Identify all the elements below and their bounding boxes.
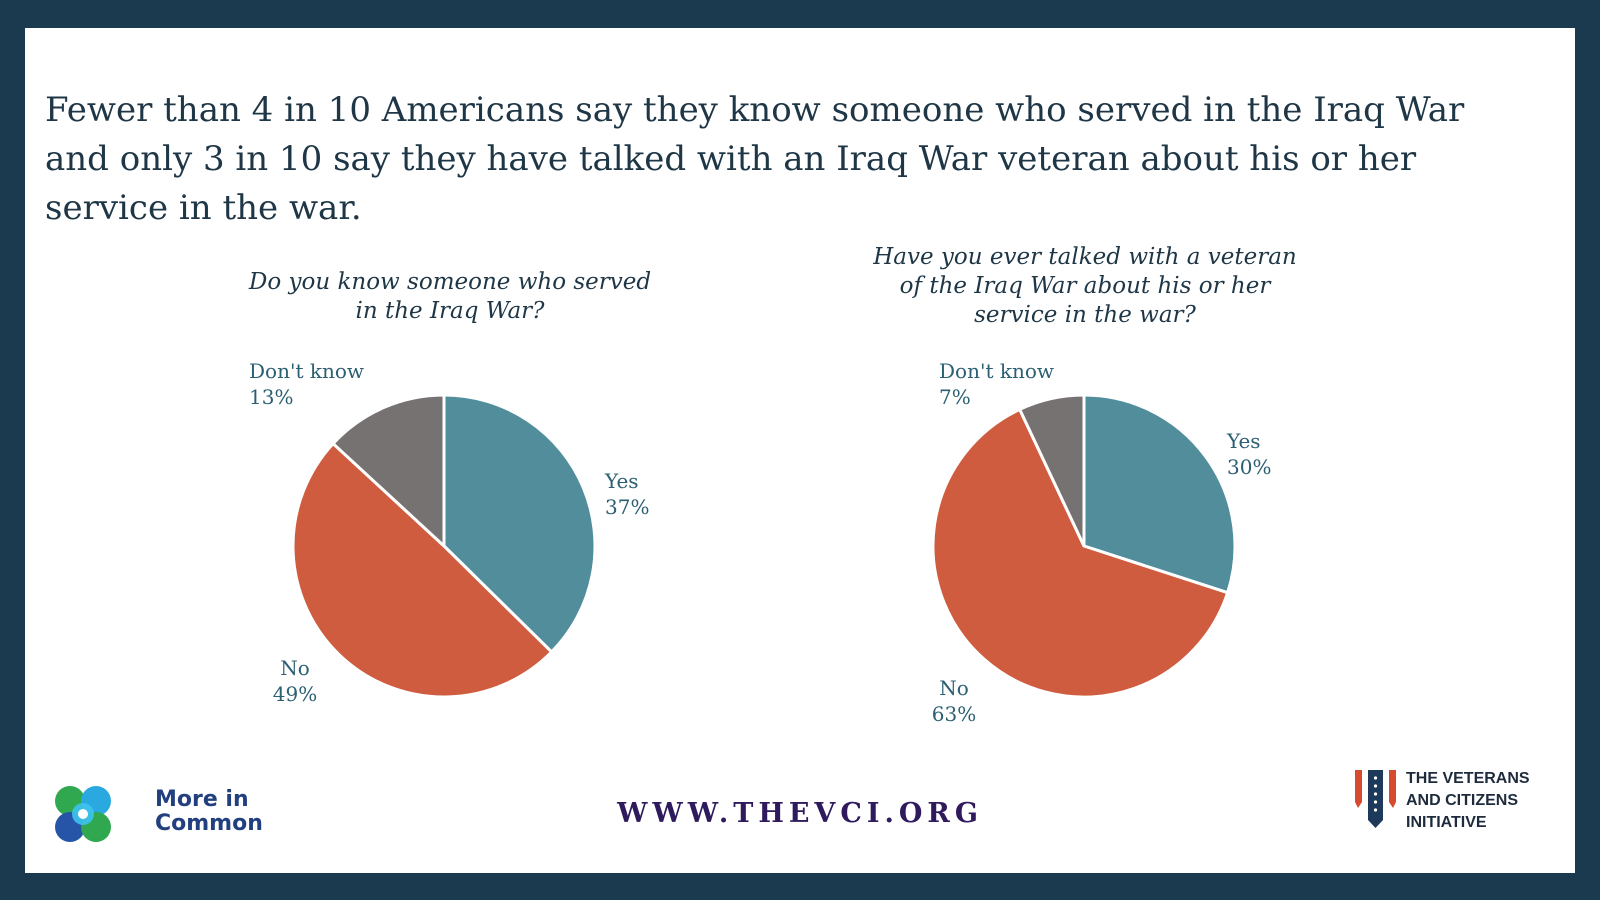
- pie2-slice-yes: [1082, 393, 1237, 595]
- vci-flag-logo-icon: [1355, 770, 1396, 828]
- pie1-label-dont-know-name: Don't know: [249, 359, 365, 383]
- more-in-common-logo[interactable]: More in Common: [53, 784, 293, 844]
- vci-line3: INITIATIVE: [1406, 814, 1487, 831]
- pie2-slice-no: [931, 407, 1230, 699]
- vci-logo[interactable]: THE VETERANS AND CITIZENS INITIATIVE: [1353, 768, 1553, 838]
- pie2-label-dont-know-name: Don't know: [939, 359, 1055, 383]
- pie1-label-yes-name: Yes: [605, 469, 639, 493]
- slide: Fewer than 4 in 10 Americans say they kn…: [25, 28, 1575, 873]
- website-link[interactable]: WWW.THEVCI.ORG: [617, 798, 983, 829]
- headline: Fewer than 4 in 10 Americans say they kn…: [45, 90, 1465, 228]
- pie1-slice-no: [291, 442, 554, 699]
- chart-title-talked-with-veteran: Have you ever talked with a veteran of t…: [873, 244, 1297, 328]
- pie2-label-yes-name: Yes: [1227, 429, 1261, 453]
- pie-charts-canvas: [291, 393, 1237, 699]
- more-in-common-line2: Common: [155, 811, 263, 836]
- pie2-slice-dont-know: [1018, 393, 1086, 548]
- pie1-label-no: No 49%: [272, 655, 318, 707]
- pie1-slice-yes: [442, 393, 597, 654]
- pie2-label-dont-know-value: 7%: [939, 385, 971, 409]
- more-in-common-wordmark: More in Common: [155, 788, 263, 836]
- pie2-label-yes-value: 30%: [1227, 455, 1272, 479]
- vci-wordmark: THE VETERANS AND CITIZENS INITIATIVE: [1406, 768, 1530, 834]
- pie2-label-no-name: No: [939, 676, 969, 700]
- pie1-label-yes-value: 37%: [605, 495, 650, 519]
- pie2-label-dont-know: Don't know 7%: [939, 358, 1054, 410]
- more-in-common-logo-icon: [55, 786, 111, 842]
- pie1-label-dont-know-value: 13%: [249, 385, 294, 409]
- pie2-label-no: No 63%: [931, 675, 977, 727]
- pie2-label-yes: Yes 30%: [1227, 428, 1271, 480]
- pie-chart-know-someone: [291, 393, 597, 699]
- pie-chart-talked-with-veteran: [931, 393, 1237, 699]
- chart-title-know-someone: Do you know someone who served in the Ir…: [248, 269, 652, 324]
- pie1-label-no-name: No: [280, 656, 310, 680]
- pie1-label-dont-know: Don't know 13%: [249, 358, 364, 410]
- pie2-label-no-value: 63%: [931, 702, 977, 726]
- pie1-slice-dont-know: [331, 393, 446, 548]
- more-in-common-line1: More in: [155, 787, 249, 812]
- vci-line2: AND CITIZENS: [1406, 792, 1518, 809]
- pie1-label-yes: Yes 37%: [605, 468, 649, 520]
- vci-line1: THE VETERANS: [1406, 770, 1530, 787]
- pie1-label-no-value: 49%: [272, 682, 318, 706]
